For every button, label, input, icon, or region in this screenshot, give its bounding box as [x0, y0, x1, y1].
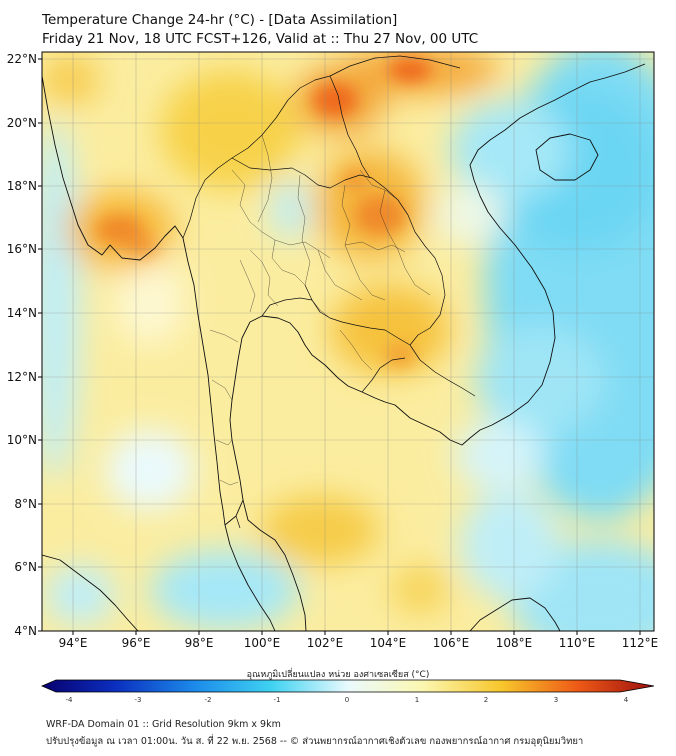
colorbar-tick: -3 — [135, 696, 142, 704]
lon-label: 100°E — [244, 636, 281, 650]
coastline-borneo — [469, 597, 561, 631]
lat-label: 20°N — [7, 116, 37, 130]
graticule — [42, 52, 654, 631]
coastline-malay-east — [242, 499, 307, 631]
national-borders — [182, 55, 476, 529]
coastline-sumatra — [42, 554, 139, 631]
lat-label: 22°N — [7, 52, 37, 66]
colorbar-tick: 3 — [554, 696, 558, 704]
coastline-hainan — [535, 133, 599, 181]
chart-title: Temperature Change 24-hr (°C) - [Data As… — [42, 12, 398, 28]
lon-label: 106°E — [433, 636, 470, 650]
lon-label: 94°E — [59, 636, 88, 650]
colorbar-scale — [40, 679, 655, 693]
colorbar: -4 -3 -2 -1 0 1 2 3 4 — [40, 679, 655, 704]
colorbar-tick: -4 — [66, 696, 74, 704]
coastlines — [42, 63, 646, 631]
chart-subtitle: Friday 21 Nov, 18 UTC FCST+126, Valid at… — [42, 31, 479, 47]
colorbar-tick: 4 — [624, 696, 629, 704]
lat-label: 4°N — [14, 624, 37, 638]
lon-label: 96°E — [122, 636, 151, 650]
colorbar-tick: 2 — [484, 696, 488, 704]
lon-label: 110°E — [559, 636, 596, 650]
lat-label: 10°N — [7, 433, 37, 447]
lat-label: 18°N — [7, 179, 37, 193]
lon-label: 102°E — [307, 636, 344, 650]
lon-label: 108°E — [496, 636, 533, 650]
footer-model-info: WRF-DA Domain 01 :: Grid Resolution 9km … — [46, 719, 281, 730]
coastline-malay-peninsula — [224, 524, 276, 631]
colorbar-tick: 0 — [345, 696, 349, 704]
footer-credits: ปรับปรุงข้อมูล ณ เวลา 01:00น. วัน ส. ที่… — [46, 736, 584, 747]
coastline-gulf-of-thailand — [224, 63, 646, 526]
colorbar-tick: -1 — [274, 696, 281, 704]
axis-ticks — [38, 58, 641, 635]
map-frame — [41, 51, 655, 632]
province-boundaries — [209, 134, 431, 486]
lat-label: 6°N — [14, 560, 37, 574]
colorbar-tick: -2 — [205, 696, 212, 704]
lat-label: 14°N — [7, 306, 37, 320]
temperature-field — [42, 52, 654, 631]
lon-label: 98°E — [185, 636, 214, 650]
lat-label: 16°N — [7, 242, 37, 256]
colorbar-tick: 1 — [415, 696, 419, 704]
coastline-myanmar-west — [42, 75, 226, 526]
colorbar-label: อุณหภูมิเปลี่ยนแปลง หน่วย องศาเซลเซียส (… — [246, 670, 430, 680]
lat-label: 8°N — [14, 497, 37, 511]
lon-label: 104°E — [370, 636, 407, 650]
lon-label: 112°E — [622, 636, 659, 650]
lat-label: 12°N — [7, 370, 37, 384]
